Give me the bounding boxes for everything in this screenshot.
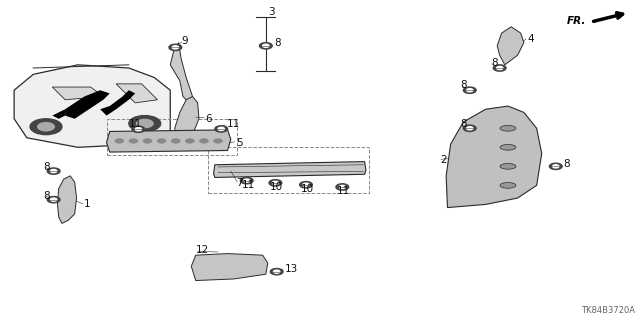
Circle shape xyxy=(38,123,54,131)
Polygon shape xyxy=(116,84,157,103)
Ellipse shape xyxy=(500,164,516,169)
Circle shape xyxy=(51,198,57,201)
Circle shape xyxy=(339,185,346,188)
Bar xyxy=(106,119,237,155)
Circle shape xyxy=(493,65,506,71)
Text: 5: 5 xyxy=(236,138,243,148)
Polygon shape xyxy=(170,43,193,103)
Circle shape xyxy=(244,179,250,182)
Circle shape xyxy=(270,268,283,275)
Text: 11: 11 xyxy=(227,119,239,130)
Text: 12: 12 xyxy=(196,245,209,255)
Circle shape xyxy=(214,139,223,143)
Circle shape xyxy=(136,119,153,128)
Text: 7: 7 xyxy=(236,178,243,188)
Text: 10: 10 xyxy=(301,184,314,194)
Circle shape xyxy=(30,119,62,135)
Circle shape xyxy=(303,183,309,186)
Circle shape xyxy=(172,139,180,143)
Text: 4: 4 xyxy=(527,35,534,44)
Circle shape xyxy=(129,116,161,132)
Polygon shape xyxy=(106,130,231,152)
Circle shape xyxy=(262,44,269,47)
Circle shape xyxy=(463,87,476,93)
Polygon shape xyxy=(446,106,541,208)
Polygon shape xyxy=(175,97,199,144)
Circle shape xyxy=(497,67,503,69)
Text: 3: 3 xyxy=(268,7,275,18)
Circle shape xyxy=(467,89,473,92)
Text: 8: 8 xyxy=(460,119,467,129)
Ellipse shape xyxy=(500,125,516,131)
Text: 11: 11 xyxy=(129,119,142,130)
Text: 8: 8 xyxy=(43,162,49,172)
Text: 8: 8 xyxy=(563,159,570,169)
Ellipse shape xyxy=(500,144,516,150)
Text: 1: 1 xyxy=(84,199,91,209)
Text: 8: 8 xyxy=(274,38,281,48)
Bar xyxy=(209,147,369,193)
Circle shape xyxy=(273,270,280,273)
Circle shape xyxy=(47,168,60,174)
Polygon shape xyxy=(214,162,366,178)
Text: TK84B3720A: TK84B3720A xyxy=(581,307,636,316)
Text: 8: 8 xyxy=(43,190,49,201)
Circle shape xyxy=(129,139,138,143)
Circle shape xyxy=(132,126,145,132)
Circle shape xyxy=(115,139,124,143)
Polygon shape xyxy=(52,109,65,119)
Circle shape xyxy=(336,184,349,190)
Circle shape xyxy=(549,163,562,170)
Polygon shape xyxy=(65,90,109,119)
Circle shape xyxy=(218,127,225,131)
Circle shape xyxy=(172,46,179,49)
Text: 6: 6 xyxy=(205,114,212,124)
Circle shape xyxy=(463,125,476,132)
Text: 2: 2 xyxy=(440,155,447,165)
Circle shape xyxy=(552,165,559,168)
Circle shape xyxy=(241,178,253,184)
Circle shape xyxy=(200,139,209,143)
Circle shape xyxy=(215,126,228,132)
Ellipse shape xyxy=(500,182,516,188)
Polygon shape xyxy=(14,65,170,147)
Circle shape xyxy=(272,181,278,184)
Text: 11: 11 xyxy=(243,180,255,190)
Text: 8: 8 xyxy=(491,58,497,68)
Circle shape xyxy=(269,180,282,186)
Polygon shape xyxy=(52,87,103,100)
Polygon shape xyxy=(191,253,268,281)
Polygon shape xyxy=(58,176,77,223)
Text: 8: 8 xyxy=(460,80,467,91)
Circle shape xyxy=(135,128,141,131)
Circle shape xyxy=(157,139,166,143)
Text: 9: 9 xyxy=(182,36,188,46)
Circle shape xyxy=(169,44,182,51)
Circle shape xyxy=(186,139,195,143)
Circle shape xyxy=(467,127,473,130)
Circle shape xyxy=(143,139,152,143)
Circle shape xyxy=(47,196,60,203)
Text: 11: 11 xyxy=(337,186,351,196)
Polygon shape xyxy=(497,27,524,65)
Circle shape xyxy=(300,181,312,188)
Text: 10: 10 xyxy=(270,182,284,192)
Circle shape xyxy=(259,43,272,49)
Circle shape xyxy=(51,170,57,173)
Text: 13: 13 xyxy=(284,264,298,274)
Polygon shape xyxy=(100,90,135,116)
Text: FR.: FR. xyxy=(567,16,587,26)
